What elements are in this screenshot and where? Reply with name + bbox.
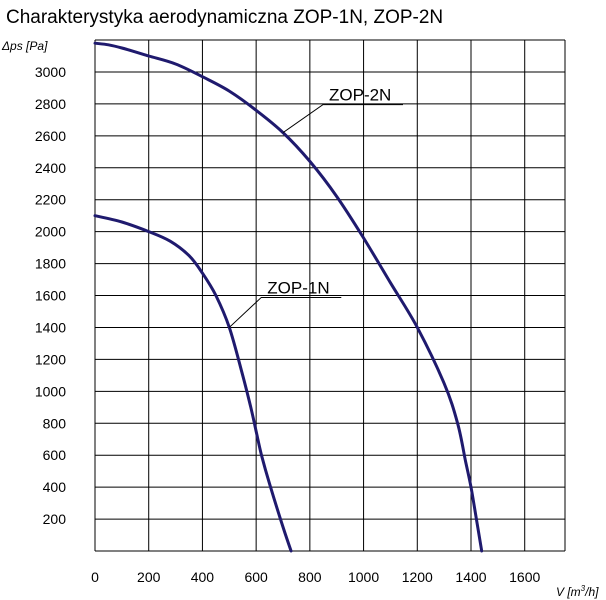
- y-tick-label: 400: [43, 479, 67, 495]
- y-tick-label: 600: [43, 447, 67, 463]
- x-tick-label: 1400: [455, 569, 486, 585]
- x-axis-label-sup: 3: [581, 584, 586, 593]
- x-tick-label: 200: [137, 569, 161, 585]
- x-tick-label: 0: [91, 569, 99, 585]
- y-tick-label: 3000: [35, 64, 66, 80]
- x-axis-label-suffix: /h]: [584, 585, 599, 599]
- y-tick-label: 1600: [35, 288, 66, 304]
- series-label-zop-1n: ZOP-1N: [267, 278, 329, 297]
- y-tick-label: 2600: [35, 128, 66, 144]
- x-axis-label-prefix: V [m: [556, 585, 581, 599]
- series-labels: ZOP-1N ZOP-2N: [228, 86, 403, 328]
- x-tick-label: 400: [191, 569, 215, 585]
- series-label-leader-zop-2n: [282, 104, 403, 134]
- x-tick-label: 1200: [402, 569, 433, 585]
- y-tick-label: 1200: [35, 351, 66, 367]
- x-tick-labels: 0 200 400 600 800 1000 1200 1400 1600: [91, 569, 540, 585]
- y-tick-labels: 200 400 600 800 1000 1200 1400 1600 1800 2000 2200…: [35, 64, 66, 527]
- series-line-zop-2n: [93, 41, 484, 553]
- y-tick-label: 200: [43, 511, 67, 527]
- series-label-leader-zop-1n: [228, 296, 342, 328]
- x-tick-label: 1600: [509, 569, 540, 585]
- x-tick-label: 600: [244, 569, 268, 585]
- y-tick-label: 1400: [35, 319, 66, 335]
- y-axis-label: Δps [Pa]: [1, 39, 48, 53]
- y-tick-label: 2000: [35, 224, 66, 240]
- gridlines: [94, 39, 566, 552]
- y-tick-label: 2200: [35, 192, 66, 208]
- chart-title: Charakterystyka aerodynamiczna ZOP-1N, Z…: [6, 7, 443, 28]
- x-axis-label: V [m3/h]: [556, 584, 599, 599]
- x-tick-label: 800: [298, 569, 322, 585]
- y-tick-label: 2800: [35, 96, 66, 112]
- series-line-zop-1n: [93, 214, 293, 553]
- y-tick-label: 1800: [35, 256, 66, 272]
- series-label-zop-2n: ZOP-2N: [329, 86, 391, 105]
- y-tick-label: 1000: [35, 383, 66, 399]
- x-tick-label: 1000: [348, 569, 379, 585]
- y-tick-label: 800: [43, 415, 67, 431]
- y-tick-label: 2400: [35, 160, 66, 176]
